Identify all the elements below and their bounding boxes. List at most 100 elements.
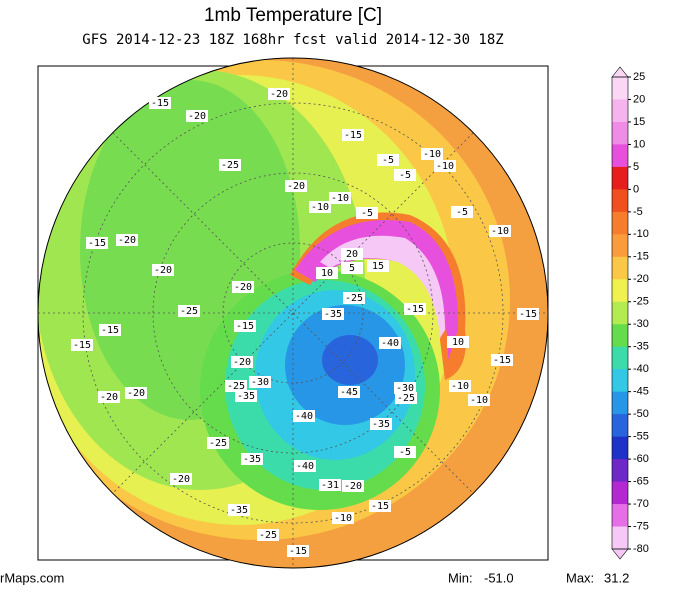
colorbar-segment	[612, 144, 628, 168]
contour-label: -20	[287, 181, 305, 192]
colorbar-segment	[612, 346, 628, 370]
colorbar-segment	[612, 436, 628, 460]
colorbar-tick-label: -70	[633, 498, 649, 510]
colorbar-segment	[612, 414, 628, 438]
colorbar-bottom-cap	[611, 548, 629, 560]
contour-label-box	[249, 376, 271, 388]
contour-label: 5	[349, 263, 355, 274]
contour-label-box	[322, 308, 344, 320]
title: 1mb Temperature [C]	[204, 5, 382, 26]
contour-label-box	[99, 324, 121, 336]
contour-label: -10	[470, 395, 488, 406]
colorbar-segment	[612, 526, 628, 550]
contour-label-box	[235, 390, 257, 402]
contour-label: -30	[396, 383, 414, 394]
contour-label: -40	[295, 411, 313, 422]
contour-label: -20	[234, 282, 252, 293]
contour-label-box	[377, 154, 399, 166]
contour-label-box	[489, 225, 511, 237]
contour-label-box	[232, 281, 254, 293]
contour-label: -31	[321, 480, 339, 491]
colorbar-segment	[612, 234, 628, 258]
contour-label: -10	[491, 226, 509, 237]
contour-label-box	[394, 169, 416, 181]
contour-label: -35	[243, 454, 261, 465]
colorbar-segment	[612, 459, 628, 483]
contour-label-box	[178, 305, 200, 317]
colorbar-segment	[612, 324, 628, 348]
contour-label: -15	[406, 304, 424, 315]
contour-label-box	[370, 418, 392, 430]
contour-label: -15	[371, 501, 389, 512]
contour-label-box	[517, 308, 539, 320]
contour-label-box	[341, 248, 363, 260]
contour-label-box	[332, 512, 354, 524]
contour-label: -25	[221, 160, 239, 171]
contour-label-box	[338, 386, 360, 398]
contour-label: -20	[172, 474, 190, 485]
contour-label-box	[379, 337, 401, 349]
contour-label: -25	[259, 530, 277, 541]
colorbar-tick-label: 0	[633, 183, 639, 195]
contour-label: -25	[227, 381, 245, 392]
contour-label-box	[268, 88, 290, 100]
contour-label: -5	[399, 447, 411, 458]
contour-label-box	[71, 339, 93, 351]
colorbar-outline	[611, 76, 629, 550]
contour-label: -15	[289, 546, 307, 557]
colorbar-segment	[612, 481, 628, 505]
contour-label-box	[294, 460, 316, 472]
contour-label: -25	[209, 438, 227, 449]
map-boundary	[37, 57, 549, 569]
contour-label-box	[241, 453, 263, 465]
source: rMaps.com	[0, 570, 64, 585]
colorbar-segment	[612, 189, 628, 213]
contour-label: 15	[372, 261, 384, 272]
contour-label-box	[394, 382, 416, 394]
contour-label-box	[149, 97, 171, 109]
colorbar-tick-label: -15	[633, 251, 649, 263]
contour-label: -5	[382, 155, 394, 166]
contour-label-box	[395, 392, 417, 404]
colorbar-top-cap	[611, 66, 629, 78]
contour-label-box	[343, 292, 365, 304]
colorbar-segment	[612, 256, 628, 280]
contour-label: -10	[436, 161, 454, 172]
contour-label-box	[319, 479, 341, 491]
contour-label: -30	[251, 377, 269, 388]
contour-label: -15	[151, 98, 169, 109]
colorbar-segment	[612, 121, 628, 145]
contour-label-box	[234, 320, 256, 332]
contour-label: 10	[321, 268, 333, 279]
contour-label: -10	[311, 202, 329, 213]
contour-label: -40	[296, 461, 314, 472]
colorbar-tick-label: -40	[633, 363, 649, 375]
contour-label: -20	[154, 265, 172, 276]
colorbar-tick-label: -5	[633, 206, 643, 218]
contour-label-box	[186, 110, 208, 122]
contour-label-box	[342, 480, 364, 492]
contour-label: -20	[270, 89, 288, 100]
colorbar-segment	[612, 369, 628, 393]
colorbar-segment	[612, 99, 628, 123]
colorbar-tick-label: 25	[633, 71, 645, 83]
min-value: -51.0	[484, 570, 514, 585]
contour-label-box	[287, 545, 309, 557]
contour-label-box	[316, 267, 338, 279]
contour-label-box	[369, 500, 391, 512]
contour-label-box	[342, 129, 364, 141]
colorbar-tick-label: -45	[633, 386, 649, 398]
colorbar-segment	[612, 166, 628, 190]
contour-label-box	[285, 180, 307, 192]
contour-label: -10	[334, 513, 352, 524]
colorbar-segment	[612, 301, 628, 325]
contour-label-box	[367, 260, 389, 272]
contour-label: -15	[101, 325, 119, 336]
contour-label-box	[257, 529, 279, 541]
contour-label-box	[468, 394, 490, 406]
contour-label-box	[98, 391, 120, 403]
colorbar-segment	[612, 279, 628, 303]
contour-label-box	[309, 201, 331, 213]
contour-label: -25	[180, 306, 198, 317]
